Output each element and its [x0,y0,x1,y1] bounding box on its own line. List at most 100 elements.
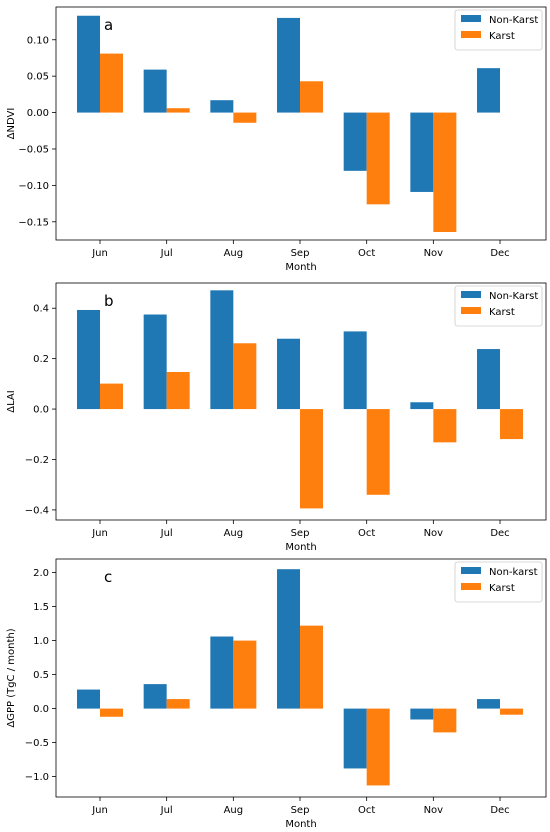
x-tick-label: Jun [91,528,108,539]
x-tick-label: Aug [224,528,244,539]
x-tick-label: Sep [291,528,310,539]
bar-non-karst-nov [410,708,434,720]
bar-non-karst-oct [343,331,367,410]
bar-non-karst-sep [277,569,301,709]
bar-non-karst-jun [77,689,100,709]
x-tick-label: Oct [358,528,375,539]
y-tick-label: 0.2 [33,354,49,365]
legend-label: Karst [489,583,515,594]
legend-swatch [461,567,481,574]
panel-label: a [104,16,113,34]
bar-karst-oct [366,708,390,786]
bar-karst-jun [100,383,123,410]
x-tick-label: Sep [291,805,310,816]
y-tick-label: 0.0 [33,405,49,416]
legend-swatch [461,31,481,38]
y-tick-label: 1.5 [33,602,49,613]
bar-karst-jun [100,53,123,113]
bar-non-karst-dec [477,699,501,709]
bar-non-karst-dec [477,68,501,113]
chart-panel-b: −0.4 −0.2 0.0 0.2 0.4 Jun Jul Aug Sep Oct Nov Dec Mo… [6,282,547,553]
bar-karst-dec [500,708,524,715]
y-tick-label: −1.0 [25,772,49,783]
y-tick-label: 1.0 [33,636,49,647]
bar-non-karst-jul [143,684,167,709]
x-tick-label: Nov [424,248,444,259]
chart-panel-c: −1.0 −0.5 0.0 0.5 1.0 1.5 2.0 Jun Jul Aug Sep Oct No… [6,558,547,830]
bar-non-karst-nov [410,112,434,192]
x-tick-label: Sep [291,248,310,259]
legend-swatch [461,583,481,590]
bar-non-karst-jun [77,15,100,113]
x-tick-label: Oct [358,248,375,259]
bar-karst-sep [300,81,324,113]
y-tick-label: −0.5 [25,738,49,749]
y-axis-label: ΔGPP (TgC / month) [6,628,17,727]
bar-non-karst-sep [277,338,301,410]
x-tick-label: Dec [490,805,509,816]
bar-non-karst-nov [410,402,434,410]
y-tick-label: 0.00 [27,108,49,119]
y-tick-label: −0.05 [18,144,49,155]
x-tick-label: Dec [490,528,509,539]
x-tick-label: Aug [224,248,244,259]
bar-karst-sep [300,409,324,509]
legend-label: Karst [489,307,515,318]
y-tick-label: −0.4 [25,505,49,516]
y-axis-label: ΔLAI [6,390,17,412]
y-axis-label: ΔNDVI [6,108,17,140]
bar-non-karst-oct [343,112,367,171]
bar-karst-jul [166,108,190,113]
bar-non-karst-aug [210,290,234,410]
bar-karst-nov [433,708,457,733]
bar-karst-sep [300,625,324,709]
y-tick-label: 2.0 [33,568,49,579]
x-tick-label: Nov [424,528,444,539]
bar-karst-nov [433,409,457,443]
x-tick-label: Jun [91,248,108,259]
x-tick-label: Jul [160,805,173,816]
bar-karst-aug [233,640,257,709]
x-tick-label: Jul [160,528,173,539]
plot-frame [55,282,547,521]
bar-non-karst-jul [143,314,167,410]
x-tick-label: Aug [224,805,244,816]
bar-karst-jul [166,372,190,410]
bar-karst-jun [100,708,123,717]
y-tick-label: 0.05 [27,72,49,83]
x-axis-label: Month [285,819,316,830]
y-tick-label: −0.10 [18,181,49,192]
plot-frame [55,6,547,241]
y-tick-label: −0.2 [25,455,49,466]
x-tick-label: Nov [424,805,444,816]
bar-karst-oct [366,112,390,205]
x-tick-label: Oct [358,805,375,816]
bar-non-karst-sep [277,17,301,113]
legend-label: Non-karst [489,567,538,578]
legend-label: Non-Karst [489,291,538,302]
bar-non-karst-jun [77,309,100,410]
y-tick-label: 0.0 [33,704,49,715]
bar-non-karst-aug [210,100,234,113]
bar-karst-jul [166,699,190,709]
y-tick-label: 0.4 [33,304,49,315]
y-tick-label: 0.5 [33,670,49,681]
legend-swatch [461,291,481,298]
x-tick-label: Dec [490,248,509,259]
bar-karst-aug [233,112,257,123]
bar-karst-nov [433,112,457,232]
bar-karst-oct [366,409,390,495]
legend-swatch [461,307,481,314]
x-tick-label: Jul [160,248,173,259]
panel-label: b [104,292,114,310]
plot-frame [55,558,547,798]
bar-non-karst-oct [343,708,367,769]
panel-label: c [104,568,112,586]
y-tick-label: 0.10 [27,35,49,46]
bar-non-karst-dec [477,349,501,410]
x-tick-label: Jun [91,805,108,816]
x-axis-label: Month [285,262,316,273]
legend-label: Non-Karst [489,15,538,26]
chart-panel-a: −0.15 −0.10 −0.05 0.00 0.05 0.10 Jun Jul Aug Sep O… [6,6,547,273]
